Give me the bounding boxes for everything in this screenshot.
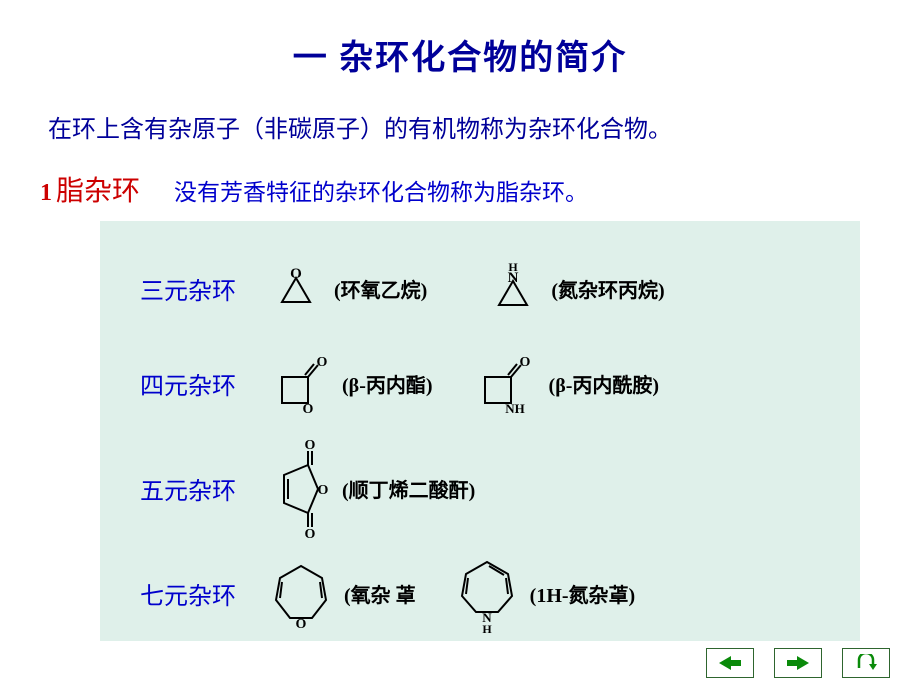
intro-text: 在环上含有杂原子（非碳原子）的有机物称为杂环化合物。 [48,109,880,144]
compound-aziridine: N H (氮杂环丙烷) [487,263,664,315]
page-title: 一 杂环化合物的简介 [40,30,880,79]
compound-name: (β-丙内酯) [342,369,433,398]
svg-text:H: H [482,622,492,634]
compound-name: (氧杂 䓬 [344,579,416,608]
compound-name: (β-丙内酰胺) [549,369,660,398]
structure-oxepine-icon: O [270,558,332,630]
compound-maleic-anhydride: O O O (顺丁烯二酸酐) [270,439,475,539]
compound-name: (环氧乙烷) [334,274,427,303]
svg-text:NH: NH [505,401,525,415]
section-desc: 没有芳香特征的杂环化合物称为脂杂环。 [174,180,588,205]
structure-azepine-icon: N H [456,554,518,634]
structure-aziridine-icon: N H [487,263,539,315]
compound-oxepine: O (氧杂 䓬 [270,558,416,630]
prev-button[interactable] [706,648,754,678]
compound-name: (1H-氮杂䓬) [530,579,636,608]
section-heading: 1 脂杂环 没有芳香特征的杂环化合物称为脂杂环。 [40,169,880,209]
svg-text:O: O [318,483,329,498]
structure-b-lactam-icon: O NH [473,353,537,415]
structure-b-lactone-icon: O O [270,353,330,415]
structure-epoxide-icon: O [270,266,322,312]
svg-text:O: O [305,527,316,539]
section-label: 脂杂环 [56,176,140,207]
nav-buttons [706,648,890,678]
next-button[interactable] [774,648,822,678]
row-label: 三元杂环 [140,271,270,306]
compound-b-lactam: O NH (β-丙内酰胺) [473,353,660,415]
slide: 一 杂环化合物的简介 在环上含有杂原子（非碳原子）的有机物称为杂环化合物。 1 … [0,0,920,690]
svg-text:O: O [303,402,314,415]
row-seven-membered: 七元杂环 O (氧杂 䓬 N H [140,546,830,641]
row-label: 五元杂环 [140,471,270,506]
compound-name: (顺丁烯二酸酐) [342,474,475,503]
svg-text:O: O [519,355,530,370]
svg-text:O: O [296,617,307,630]
svg-text:O: O [317,355,328,370]
row-four-membered: 四元杂环 O O (β-丙内酯) O NH [140,336,830,431]
svg-text:O: O [290,266,302,282]
structure-maleic-anh-icon: O O O [270,439,330,539]
svg-text:H: H [509,263,519,274]
svg-text:O: O [305,439,316,453]
row-five-membered: 五元杂环 O O O (顺丁烯二酸酐) [140,431,830,546]
compound-name: (氮杂环丙烷) [551,274,664,303]
row-label: 四元杂环 [140,366,270,401]
compound-epoxide: O (环氧乙烷) [270,266,427,312]
compound-azepine: N H (1H-氮杂䓬) [456,554,636,634]
row-label: 七元杂环 [140,576,270,611]
compound-b-lactone: O O (β-丙内酯) [270,353,433,415]
row-three-membered: 三元杂环 O (环氧乙烷) N H (氮杂环丙烷) [140,241,830,336]
section-number: 1 [40,180,52,206]
return-button[interactable] [842,648,890,678]
compounds-panel: 三元杂环 O (环氧乙烷) N H (氮杂环丙烷) 四元杂环 [100,221,860,641]
